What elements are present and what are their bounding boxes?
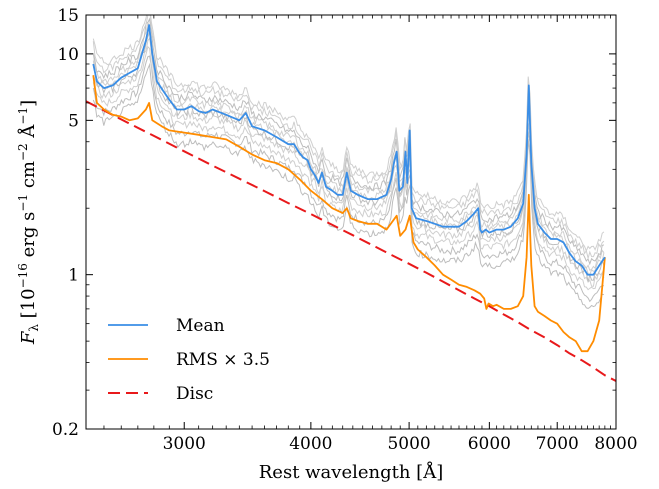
individual-spectrum-line	[92, 27, 605, 276]
x-tick-label: 8000	[594, 434, 637, 454]
y-label-exp-s: −1	[16, 194, 30, 212]
y-tick-label: 10	[57, 45, 79, 65]
y-label-symbol: F	[18, 330, 39, 345]
y-tick-label: 0.2	[52, 420, 79, 440]
x-tick-label: 5000	[387, 434, 430, 454]
y-label-ang: Å	[17, 124, 39, 144]
individual-spectrum-line	[92, 21, 605, 271]
individual-spectrum-line	[92, 15, 605, 253]
y-label-open: [10	[18, 288, 39, 324]
individual-spectrum-line	[92, 36, 605, 287]
series-line-disc	[86, 100, 616, 382]
y-label-cm: cm	[18, 161, 39, 194]
y-tick-label: 1	[68, 266, 79, 286]
x-tick-label: 4000	[289, 434, 332, 454]
x-tick-label: 6000	[468, 434, 511, 454]
y-label-exp-unit: −16	[16, 263, 30, 288]
individual-epoch-spectra	[92, 15, 605, 309]
individual-spectrum-line	[92, 55, 604, 303]
y-label-close: ]	[18, 100, 39, 107]
plot-frame	[85, 14, 617, 430]
x-tick-label: 3000	[163, 434, 206, 454]
individual-spectrum-line	[92, 15, 605, 261]
series-line-mean	[92, 24, 606, 276]
legend-label: RMS × 3.5	[176, 350, 270, 370]
y-tick-label: 5	[68, 111, 79, 131]
x-tick-label: 7000	[536, 434, 579, 454]
x-axis-label: Rest wavelength [Å]	[259, 461, 443, 483]
series-layer	[86, 24, 616, 382]
y-label-exp-ang: −1	[16, 107, 30, 125]
series-line-rms	[92, 75, 606, 353]
legend-label: Mean	[176, 316, 225, 336]
legend: Mean RMS × 3.5 Disc	[108, 316, 270, 404]
y-label-exp-cm: −2	[16, 143, 30, 161]
y-label-erg: erg s	[18, 212, 39, 263]
y-label-subscript: λ	[27, 324, 41, 332]
y-tick-label: 15	[57, 6, 79, 26]
y-axis-label: Fλ [10−16 erg s−1 cm−2 Å−1]	[16, 100, 41, 345]
individual-spectrum-line	[92, 45, 605, 291]
individual-spectrum-line	[92, 17, 605, 266]
legend-label: Disc	[176, 384, 213, 404]
